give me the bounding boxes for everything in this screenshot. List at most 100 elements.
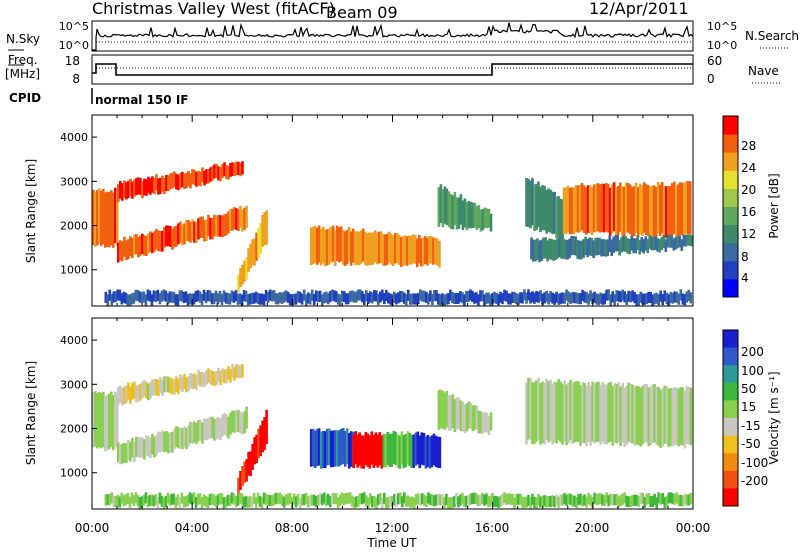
power-mark-9 (236, 293, 240, 305)
power-mark-9 (493, 291, 496, 303)
velocity-mark-10 (367, 497, 370, 509)
power-mark-9 (338, 294, 342, 306)
power-mark-9 (519, 292, 522, 304)
velocity-mark-10 (288, 492, 292, 504)
velocity-mark-10 (230, 492, 234, 504)
power-mark-1 (195, 221, 198, 243)
power-mark-5 (479, 209, 483, 232)
power-mark-1 (147, 233, 150, 254)
power-mark-9 (240, 294, 244, 306)
power-mark-9 (641, 293, 644, 305)
x-tick-labels: 00:00 04:00 08:00 12:00 16:00 20:00 00:0… (75, 521, 711, 535)
velocity-mark-8 (453, 399, 457, 433)
power-mark-9 (415, 293, 418, 305)
power-mark-1 (163, 227, 166, 248)
power-mark-2 (147, 176, 150, 194)
velocity-mark-10 (581, 495, 584, 507)
velocity-mark-1 (199, 419, 202, 441)
power-mark-7 (683, 182, 686, 236)
velocity-mark-4 (347, 433, 351, 469)
velocity-mark-10 (371, 496, 374, 508)
power-mark-8 (684, 235, 688, 247)
power-mark-2 (225, 165, 228, 180)
power-colorbar-tick-1: 8 (741, 250, 749, 264)
power-mark-9 (234, 290, 238, 302)
velocity-mark-10 (517, 493, 520, 505)
velocity-mark-9 (679, 387, 683, 445)
power-mark-9 (144, 294, 148, 306)
velocity-mark-3 (263, 417, 266, 451)
velocity-mark-10 (635, 494, 638, 506)
velocity-mark-2 (119, 385, 122, 404)
power-mark-8 (622, 235, 625, 252)
power-mark-1 (143, 235, 146, 256)
power-mark-7 (677, 184, 680, 237)
power-mark-9 (381, 289, 384, 301)
velocity-mark-2 (187, 376, 190, 392)
velocity-mark-10 (593, 492, 596, 504)
velocity-mark-10 (196, 493, 200, 505)
velocity-mark-10 (567, 493, 570, 505)
power-mark-8 (566, 240, 569, 260)
velocity-mark-2 (151, 379, 154, 396)
velocity-mark-8 (449, 395, 453, 431)
power-mark-4 (376, 232, 379, 265)
power-mark-1 (145, 235, 148, 256)
power-mark-4 (351, 228, 355, 263)
velocity-mark-10 (132, 495, 136, 507)
power-mark-8 (598, 237, 601, 255)
velocity-mark-10 (615, 493, 618, 505)
power-mark-9 (342, 291, 346, 303)
power-mark-3 (261, 215, 264, 247)
power-mark-9 (332, 290, 336, 302)
velocity-mark-5 (374, 432, 378, 466)
velocity-colorbar-swatch (723, 453, 738, 472)
power-mark-9 (350, 290, 354, 302)
power-mark-9 (427, 293, 430, 305)
velocity-mark-10 (316, 495, 320, 507)
power-mark-9 (176, 294, 180, 306)
velocity-mark-7 (436, 436, 440, 468)
power-mark-7 (624, 182, 628, 233)
power-mark-8 (646, 238, 649, 253)
power-mark-8 (688, 234, 692, 246)
power-mark-8 (668, 235, 672, 248)
power-y-ticks: 1000 2000 3000 4000 (60, 131, 97, 277)
power-mark-2 (201, 167, 204, 183)
velocity-mark-8 (443, 392, 447, 430)
power-mark-2 (177, 174, 180, 191)
power-mark-7 (675, 185, 678, 238)
power-mark-7 (596, 183, 600, 232)
power-mark-4 (361, 228, 365, 262)
velocity-mark-10 (214, 496, 218, 508)
power-mark-9 (613, 294, 616, 306)
velocity-mark-9 (571, 383, 574, 444)
velocity-mark-2 (161, 379, 164, 396)
velocity-mark-5 (356, 434, 359, 468)
velocity-mark-7 (416, 431, 420, 465)
power-mark-9 (272, 290, 276, 302)
power-mark-1 (187, 220, 190, 242)
power-mark-9 (110, 294, 114, 306)
power-mark-7 (656, 181, 660, 234)
power-mark-7 (626, 183, 630, 233)
velocity-mark-10 (284, 494, 288, 506)
velocity-mark-2 (171, 378, 174, 395)
power-mark-1 (201, 216, 204, 238)
velocity-mark-3 (259, 425, 262, 457)
velocity-mark-6 (410, 434, 414, 468)
velocity-mark-10 (234, 496, 238, 508)
power-mark-9 (569, 292, 572, 304)
velocity-mark-10 (300, 494, 304, 506)
velocity-mark-10 (639, 492, 642, 504)
velocity-mark-1 (191, 422, 194, 444)
velocity-mark-2 (163, 376, 166, 393)
velocity-mark-1 (245, 406, 248, 429)
velocity-mark-2 (137, 384, 140, 402)
cpid-label: CPID (9, 91, 41, 105)
velocity-mark-3 (261, 420, 264, 453)
velocity-mark-9 (653, 384, 656, 443)
velocity-mark-6 (388, 433, 392, 467)
velocity-mark-10 (677, 494, 681, 506)
power-mark-9 (276, 293, 280, 305)
